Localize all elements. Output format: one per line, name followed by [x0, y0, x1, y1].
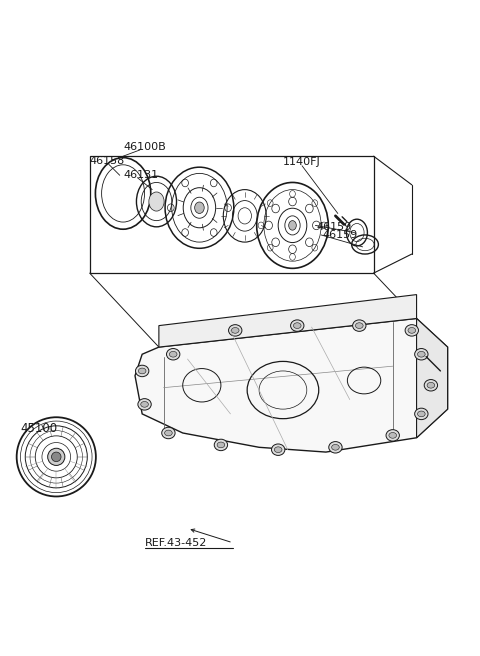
Ellipse shape [290, 320, 304, 331]
Text: 46159: 46159 [322, 230, 357, 240]
Ellipse shape [51, 452, 61, 462]
Ellipse shape [332, 445, 339, 450]
Ellipse shape [418, 352, 425, 357]
Ellipse shape [386, 430, 399, 441]
Polygon shape [159, 295, 417, 347]
Ellipse shape [272, 444, 285, 455]
Ellipse shape [275, 447, 282, 453]
Ellipse shape [329, 441, 342, 453]
Ellipse shape [408, 327, 416, 333]
Text: 46131: 46131 [123, 169, 158, 180]
Ellipse shape [293, 323, 301, 329]
Ellipse shape [48, 448, 65, 466]
Text: 46158: 46158 [90, 156, 125, 166]
Ellipse shape [135, 365, 149, 377]
Ellipse shape [288, 220, 296, 230]
Ellipse shape [214, 440, 228, 451]
Ellipse shape [162, 427, 175, 439]
Ellipse shape [169, 352, 177, 357]
Ellipse shape [141, 401, 148, 407]
Ellipse shape [195, 202, 204, 213]
Text: 1140FJ: 1140FJ [283, 157, 321, 167]
Ellipse shape [217, 442, 225, 448]
Ellipse shape [353, 320, 366, 331]
Polygon shape [417, 318, 447, 438]
Ellipse shape [356, 323, 363, 329]
Ellipse shape [138, 399, 151, 410]
Ellipse shape [415, 348, 428, 360]
Ellipse shape [418, 411, 425, 417]
Ellipse shape [138, 368, 146, 374]
Ellipse shape [405, 325, 419, 336]
Ellipse shape [167, 348, 180, 360]
Text: REF.43-452: REF.43-452 [144, 538, 207, 548]
Ellipse shape [149, 192, 164, 211]
Text: 46100B: 46100B [123, 142, 166, 152]
Ellipse shape [415, 408, 428, 420]
Ellipse shape [389, 432, 396, 438]
Text: 45100: 45100 [21, 422, 58, 434]
Ellipse shape [228, 325, 242, 336]
Ellipse shape [165, 430, 172, 436]
Text: 46159: 46159 [316, 222, 352, 232]
Ellipse shape [424, 380, 438, 391]
Ellipse shape [231, 327, 239, 333]
Ellipse shape [427, 382, 435, 388]
Polygon shape [135, 318, 447, 452]
